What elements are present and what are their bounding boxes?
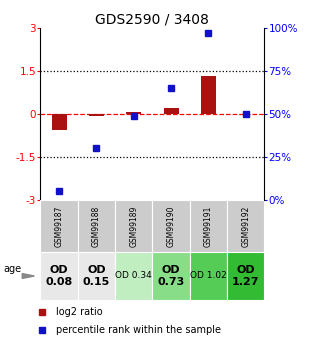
Text: GSM99192: GSM99192 [241, 205, 250, 247]
Bar [152, 200, 190, 252]
Text: percentile rank within the sample: percentile rank within the sample [56, 325, 221, 335]
Bar [126, 112, 141, 114]
Bar [78, 252, 115, 300]
Text: OD 0.34: OD 0.34 [115, 272, 152, 280]
Text: age: age [3, 264, 21, 274]
Text: log2 ratio: log2 ratio [56, 307, 102, 317]
Bar [201, 77, 216, 114]
Text: OD
0.08: OD 0.08 [45, 265, 73, 287]
Text: GSM99188: GSM99188 [92, 205, 101, 247]
Text: GSM99190: GSM99190 [167, 205, 175, 247]
Bar [40, 252, 78, 300]
Polygon shape [22, 274, 34, 278]
Bar [52, 114, 67, 130]
Text: GSM99187: GSM99187 [55, 205, 63, 247]
Bar [190, 252, 227, 300]
Bar [115, 252, 152, 300]
Text: OD 1.02: OD 1.02 [190, 272, 227, 280]
Bar [227, 200, 264, 252]
Bar [164, 108, 179, 114]
Title: GDS2590 / 3408: GDS2590 / 3408 [95, 12, 209, 27]
Bar [89, 114, 104, 116]
Bar [40, 200, 78, 252]
Bar [227, 252, 264, 300]
Bar [152, 252, 190, 300]
Bar [78, 200, 115, 252]
Bar [115, 200, 152, 252]
Text: OD
1.27: OD 1.27 [232, 265, 259, 287]
Text: OD
0.15: OD 0.15 [83, 265, 110, 287]
Text: OD
0.73: OD 0.73 [157, 265, 185, 287]
Text: GSM99191: GSM99191 [204, 205, 213, 247]
Bar [190, 200, 227, 252]
Text: GSM99189: GSM99189 [129, 205, 138, 247]
